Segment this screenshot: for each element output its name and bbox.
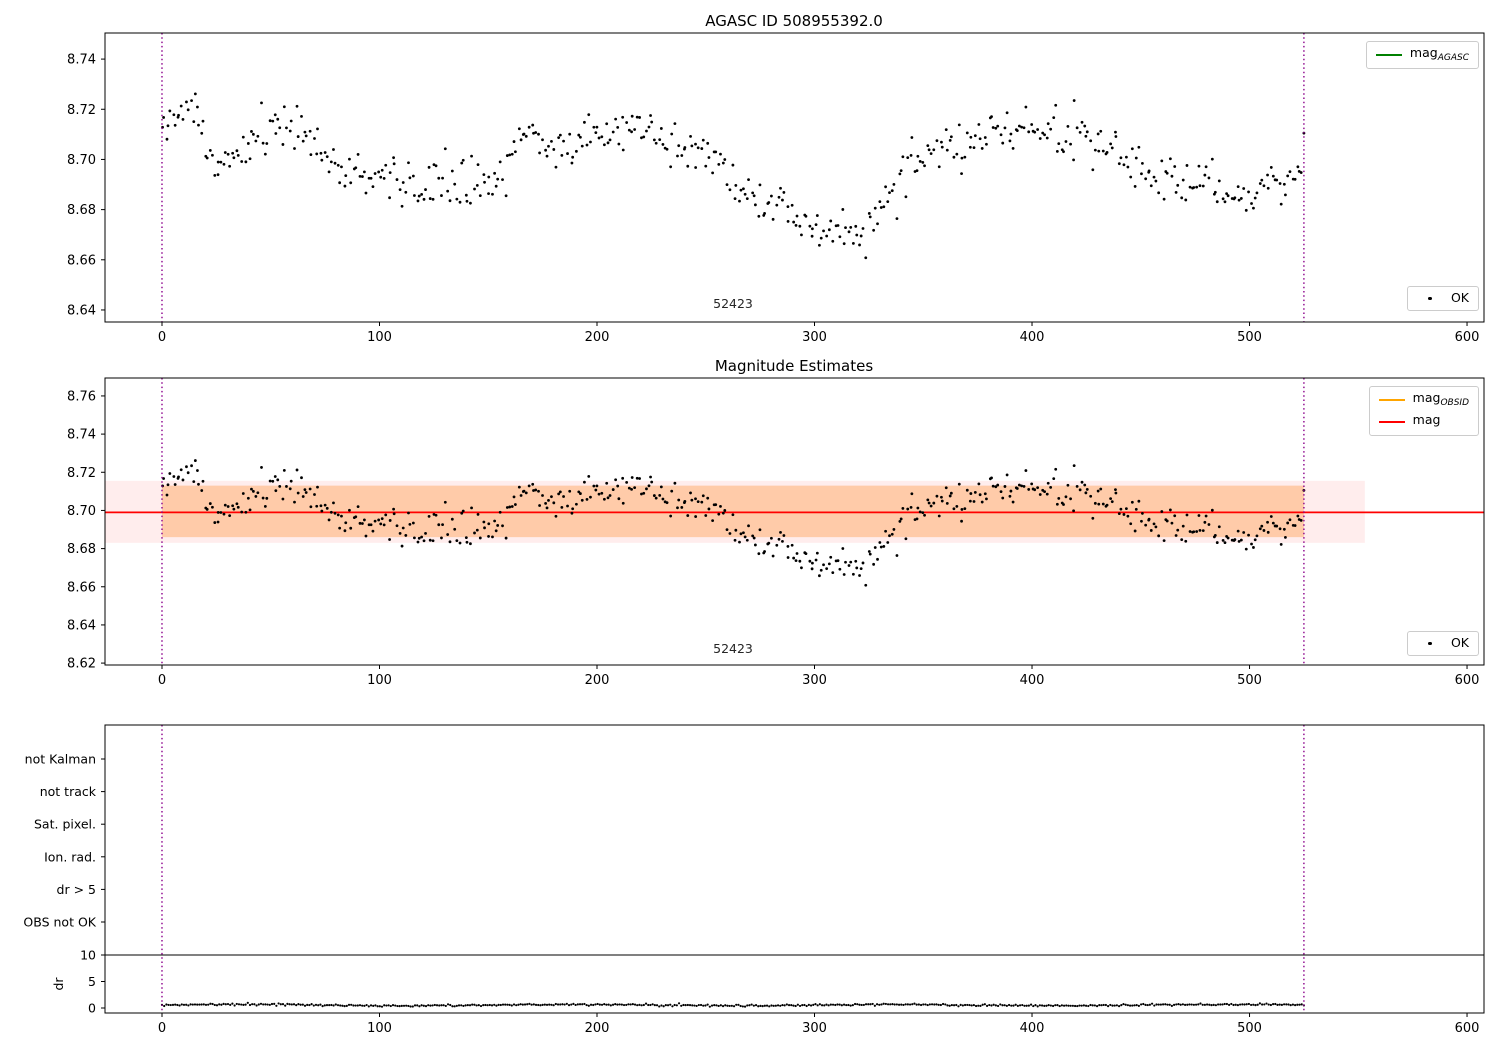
panel2-legend-bottom: OK [1406,631,1479,656]
svg-text:10: 10 [80,948,96,963]
svg-text:Ion. rad.: Ion. rad. [44,849,96,864]
svg-text:0: 0 [158,330,166,345]
svg-text:8.66: 8.66 [67,580,96,595]
svg-text:600: 600 [1455,330,1480,345]
legend-label: OK [1450,635,1469,650]
legend-item-mag-obsid: magOBSID [1378,390,1469,408]
legend-label: magOBSID [1412,390,1469,408]
svg-text:0: 0 [88,1001,96,1016]
svg-text:8.64: 8.64 [67,618,96,633]
svg-text:8.76: 8.76 [67,389,96,404]
panel1-legend-top: magAGASC [1365,41,1479,69]
svg-text:OBS not OK: OBS not OK [23,915,96,930]
svg-text:not Kalman: not Kalman [25,752,96,767]
legend-label: mag [1412,412,1441,427]
panel1-obsid-annotation: 52423 [713,296,753,311]
svg-text:400: 400 [1020,330,1045,345]
panel2-legend-top: magOBSID mag [1368,386,1479,436]
svg-text:400: 400 [1020,1021,1045,1036]
svg-text:600: 600 [1455,673,1480,688]
svg-text:8.72: 8.72 [67,103,96,118]
svg-text:8.66: 8.66 [67,253,96,268]
svg-text:8.74: 8.74 [67,53,96,68]
svg-text:600: 600 [1455,1021,1480,1036]
mag-line-swatch [1378,421,1405,423]
svg-text:not track: not track [40,784,97,799]
panel3-axes: not Kalman not track Sat. pixel. Ion. rad. d… [23,724,1485,1036]
svg-text:8.74: 8.74 [67,428,96,443]
panel2-obsid-annotation: 52423 [713,641,753,656]
svg-text:0: 0 [158,1021,166,1036]
svg-text:Sat. pixel.: Sat. pixel. [34,817,96,832]
panel2-axes: 0 100 200 300 400 500 600 8.62 8.64 8.66 8.68 8.70 8… [67,377,1485,688]
mag-obsid-line-swatch [1378,399,1405,401]
legend-item-mag-agasc: magAGASC [1375,45,1469,63]
panel1-legend-bottom: OK [1406,286,1479,311]
svg-text:8.70: 8.70 [67,504,96,519]
svg-text:dr: dr [51,977,66,991]
legend-label: magAGASC [1409,45,1469,63]
svg-text:8.62: 8.62 [67,657,96,672]
svg-text:200: 200 [585,1021,610,1036]
ok-marker-swatch [1417,296,1443,300]
svg-text:500: 500 [1237,673,1262,688]
legend-item-ok: OK [1417,635,1469,650]
svg-text:8.72: 8.72 [67,466,96,481]
legend-item-mag: mag [1378,412,1469,430]
panel1-axes: 0 100 200 300 400 500 600 8.64 8.66 8.68 8.70 8.72 8… [67,32,1485,345]
svg-text:200: 200 [585,673,610,688]
svg-text:300: 300 [802,330,827,345]
svg-text:400: 400 [1020,673,1045,688]
mag-agasc-line-swatch [1375,54,1402,56]
svg-text:8.70: 8.70 [67,153,96,168]
svg-text:100: 100 [367,330,392,345]
svg-text:8.64: 8.64 [67,303,96,318]
panel2-title: Magnitude Estimates [714,357,874,375]
svg-text:200: 200 [585,330,610,345]
svg-text:dr > 5: dr > 5 [57,882,96,897]
ok-marker-swatch [1417,641,1443,645]
svg-text:0: 0 [158,673,166,688]
svg-text:8.68: 8.68 [67,203,96,218]
svg-text:100: 100 [367,673,392,688]
legend-label: OK [1450,290,1469,305]
svg-text:300: 300 [802,1021,827,1036]
svg-text:500: 500 [1237,1021,1262,1036]
svg-text:300: 300 [802,673,827,688]
panel1-title: AGASC ID 508955392.0 [705,12,883,30]
legend-item-ok: OK [1417,290,1469,305]
svg-text:8.68: 8.68 [67,542,96,557]
svg-text:100: 100 [367,1021,392,1036]
svg-text:500: 500 [1237,330,1262,345]
svg-text:5: 5 [88,974,96,989]
